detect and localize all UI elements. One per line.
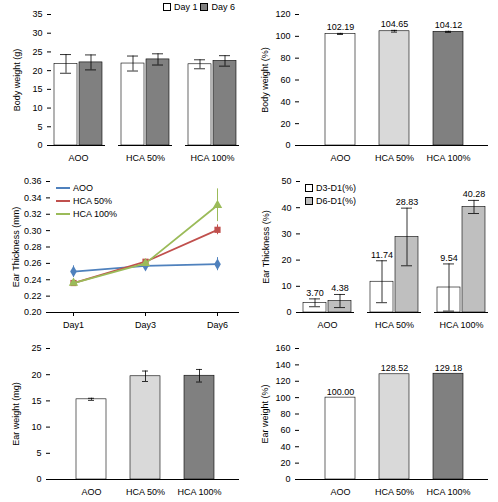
svg-text:28.83: 28.83 [396, 197, 419, 207]
svg-text:0.32: 0.32 [24, 209, 42, 219]
svg-text:128.52: 128.52 [381, 363, 409, 373]
svg-text:AOO: AOO [81, 487, 101, 497]
html-text:HCA 50%: HCA 50% [73, 196, 112, 206]
svg-text:AOO: AOO [68, 153, 88, 163]
svg-text:20: 20 [32, 66, 42, 76]
svg-text:HCA 100%: HCA 100% [177, 487, 221, 497]
svg-text:9.54: 9.54 [440, 253, 458, 263]
svg-text:10: 10 [32, 103, 42, 113]
svg-text:129.18: 129.18 [435, 363, 463, 373]
svg-text:Ear weight (mg): Ear weight (mg) [11, 382, 21, 446]
html-text:Day 1: Day 1 [174, 2, 198, 12]
svg-text:100: 100 [275, 31, 290, 41]
svg-text:Ear Thickness (%): Ear Thickness (%) [261, 210, 271, 283]
svg-text:0.20: 0.20 [24, 307, 42, 317]
svg-text:60: 60 [280, 75, 290, 85]
svg-text:30: 30 [32, 28, 42, 38]
svg-text:Ear Thickness (mm): Ear Thickness (mm) [11, 207, 21, 287]
svg-text:80: 80 [280, 53, 290, 63]
svg-text:20: 20 [280, 458, 290, 468]
svg-text:Day6: Day6 [207, 320, 228, 330]
svg-text:0: 0 [286, 307, 291, 317]
svg-text:15: 15 [31, 396, 41, 406]
svg-text:0: 0 [285, 474, 290, 484]
svg-text:10: 10 [281, 281, 291, 291]
svg-text:0: 0 [36, 474, 41, 484]
svg-text:40.28: 40.28 [463, 189, 486, 199]
svg-text:40: 40 [280, 97, 290, 107]
html-text:AOO: AOO [73, 183, 93, 193]
svg-text:HCA 50%: HCA 50% [375, 487, 414, 497]
svg-text:104.12: 104.12 [435, 20, 463, 30]
html-text:D6-D1(%): D6-D1(%) [316, 196, 356, 206]
svg-text:160: 160 [275, 343, 290, 353]
svg-text:0.28: 0.28 [24, 242, 42, 252]
svg-text:0.34: 0.34 [24, 193, 42, 203]
svg-text:20: 20 [31, 370, 41, 380]
svg-text:40: 40 [280, 442, 290, 452]
svg-text:120: 120 [275, 9, 290, 19]
svg-text:5: 5 [37, 122, 42, 132]
svg-text:35: 35 [32, 9, 42, 19]
svg-text:0.30: 0.30 [24, 226, 42, 236]
svg-text:HCA 50%: HCA 50% [375, 320, 414, 330]
svg-text:80: 80 [280, 409, 290, 419]
svg-text:120: 120 [275, 376, 290, 386]
svg-text:50: 50 [281, 176, 291, 186]
svg-text:HCA 50%: HCA 50% [126, 153, 165, 163]
svg-text:15: 15 [32, 84, 42, 94]
svg-text:40: 40 [281, 203, 291, 213]
svg-text:Day1: Day1 [63, 320, 84, 330]
svg-text:AOO: AOO [330, 153, 350, 163]
svg-text:60: 60 [280, 425, 290, 435]
svg-text:0.22: 0.22 [24, 291, 42, 301]
svg-text:10: 10 [31, 422, 41, 432]
svg-text:0: 0 [37, 140, 42, 150]
svg-text:HCA 100%: HCA 100% [439, 320, 483, 330]
svg-text:4.38: 4.38 [331, 283, 349, 293]
svg-text:HCA 100%: HCA 100% [426, 153, 470, 163]
svg-text:0.36: 0.36 [24, 176, 42, 186]
svg-text:3.70: 3.70 [306, 288, 324, 298]
html-text:HCA 100%: HCA 100% [73, 209, 117, 219]
svg-text:102.19: 102.19 [327, 22, 355, 32]
svg-text:HCA 100%: HCA 100% [190, 153, 234, 163]
svg-text:HCA 50%: HCA 50% [375, 153, 414, 163]
svg-text:0: 0 [285, 140, 290, 150]
svg-text:30: 30 [281, 229, 291, 239]
svg-text:11.74: 11.74 [371, 250, 393, 260]
svg-text:0.26: 0.26 [24, 258, 42, 268]
svg-text:0.24: 0.24 [24, 275, 42, 285]
svg-text:100.00: 100.00 [327, 387, 355, 397]
svg-text:104.65: 104.65 [381, 19, 409, 29]
svg-text:Body weight (g): Body weight (g) [12, 49, 22, 112]
html-text:D3-D1(%): D3-D1(%) [316, 183, 356, 193]
svg-text:20: 20 [281, 255, 291, 265]
svg-text:25: 25 [31, 343, 41, 353]
svg-text:Body weight (%): Body weight (%) [260, 47, 270, 113]
svg-text:25: 25 [32, 47, 42, 57]
svg-text:140: 140 [275, 360, 290, 370]
html-text:Day 6: Day 6 [211, 2, 235, 12]
svg-text:HCA 100%: HCA 100% [426, 487, 470, 497]
svg-text:100: 100 [275, 393, 290, 403]
svg-text:AOO: AOO [317, 320, 337, 330]
svg-text:5: 5 [36, 448, 41, 458]
svg-text:HCA 50%: HCA 50% [126, 487, 165, 497]
svg-text:Day3: Day3 [135, 320, 156, 330]
svg-text:Ear weight (%): Ear weight (%) [260, 384, 270, 443]
svg-text:AOO: AOO [330, 487, 350, 497]
svg-text:20: 20 [280, 119, 290, 129]
